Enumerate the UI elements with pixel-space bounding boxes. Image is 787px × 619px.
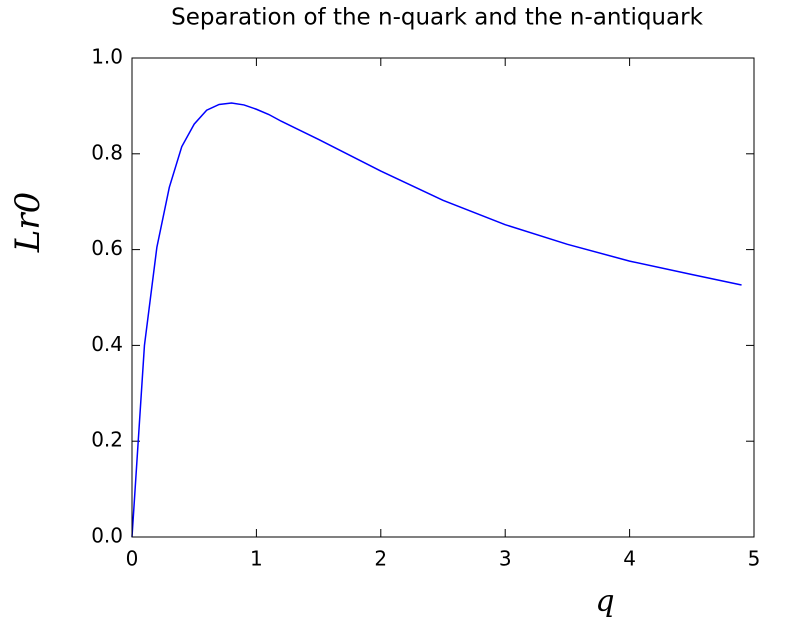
data-line — [131, 102, 742, 538]
x-tick-label: 5 — [748, 547, 761, 571]
y-tick-label: 0.4 — [91, 332, 123, 356]
chart-title: Separation of the n-quark and the n-anti… — [171, 5, 703, 31]
y-axis-label: Lr0 — [8, 192, 48, 253]
y-tick-label: 0.8 — [91, 140, 123, 164]
y-tick-label: 0.6 — [91, 236, 123, 260]
y-tick-label: 0.2 — [91, 428, 123, 452]
x-tick-label: 4 — [623, 547, 636, 571]
plot-frame — [131, 57, 755, 538]
x-tick-label: 1 — [250, 547, 263, 571]
x-tick-label: 2 — [374, 547, 387, 571]
x-tick-label: 0 — [126, 547, 139, 571]
x-tick-label: 3 — [499, 547, 512, 571]
x-axis-label: q — [595, 584, 614, 619]
y-tick-label: 1.0 — [91, 45, 123, 69]
y-tick-label: 0.0 — [91, 524, 123, 548]
